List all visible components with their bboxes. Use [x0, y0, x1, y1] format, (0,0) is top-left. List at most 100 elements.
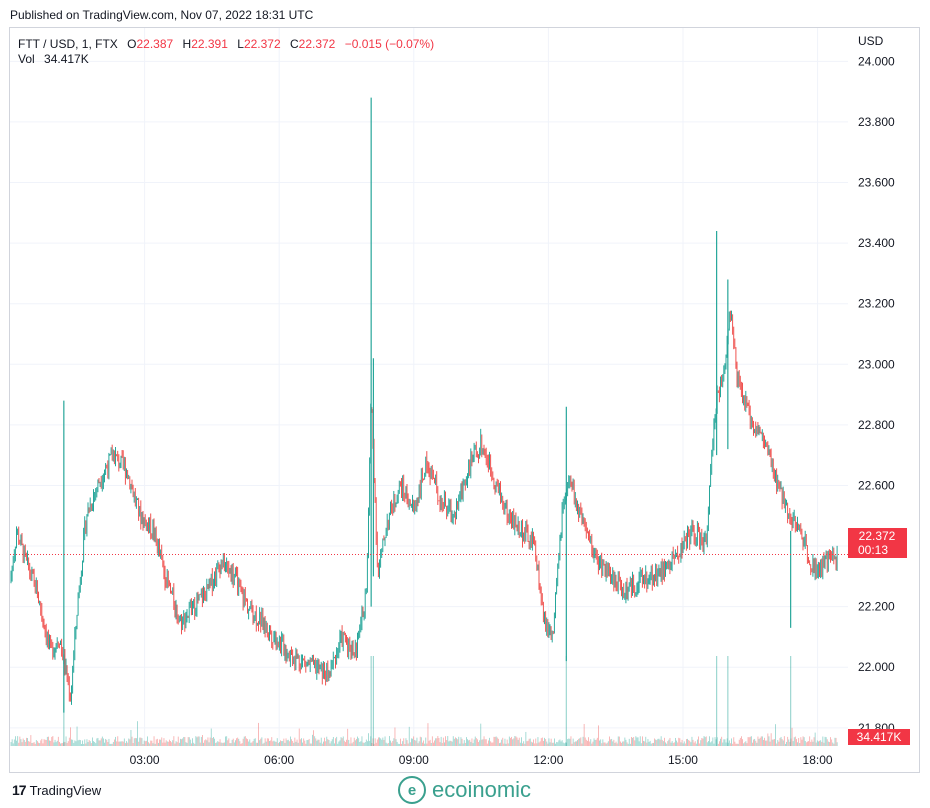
volume-bar — [382, 737, 384, 746]
tradingview-brand[interactable]: 17 TradingView — [12, 782, 101, 798]
volume-bar — [513, 738, 515, 746]
volume-bar — [819, 740, 820, 746]
price-badge-value: 22.372 — [859, 529, 896, 543]
volume-bar — [61, 743, 63, 746]
volume-bar — [771, 739, 773, 746]
volume-bar — [500, 742, 501, 746]
volume-bar — [347, 728, 349, 746]
volume-bar — [143, 740, 145, 746]
volume-bar — [166, 741, 168, 746]
volume-bar — [156, 738, 158, 746]
tradingview-label: TradingView — [29, 782, 102, 798]
volume-bar — [225, 736, 226, 746]
spike-volume-bar — [372, 656, 375, 746]
volume-bar — [681, 739, 683, 746]
volume-bar — [403, 738, 405, 746]
volume-bar — [629, 743, 631, 746]
volume-bar — [725, 742, 727, 746]
volume-bar — [654, 738, 655, 746]
volume-bar — [120, 741, 122, 746]
volume-bar — [750, 736, 752, 746]
volume-bar — [422, 742, 423, 746]
volume-bars — [10, 656, 838, 746]
volume-bar — [54, 739, 56, 746]
volume-bar — [254, 738, 256, 746]
volume-bar — [634, 740, 636, 746]
volume-bar — [369, 740, 371, 746]
volume-bar — [303, 738, 305, 746]
volume-bar — [101, 736, 103, 746]
volume-bar — [698, 736, 699, 746]
volume-bar — [18, 742, 20, 746]
volume-bar — [258, 722, 259, 746]
volume-bar — [701, 738, 703, 746]
volume-bar — [287, 739, 289, 746]
volume-bar — [393, 738, 395, 746]
volume-bar — [642, 736, 643, 746]
volume-bar — [774, 739, 775, 746]
volume-bar — [57, 736, 59, 746]
volume-bar — [473, 739, 475, 746]
volume-bar — [10, 742, 12, 746]
volume-bar — [772, 739, 774, 746]
volume-bar — [639, 736, 641, 746]
volume-bar — [148, 742, 149, 746]
volume-bar — [570, 736, 572, 746]
volume-bar — [294, 737, 296, 746]
volume-bar — [100, 738, 102, 746]
volume-bar — [617, 736, 619, 746]
volume-bar — [820, 740, 822, 746]
volume-bar — [177, 736, 179, 746]
volume-bar — [302, 742, 303, 746]
volume-bar — [282, 741, 284, 746]
volume-bar — [646, 742, 648, 746]
volume-bar — [670, 742, 672, 746]
volume-bar — [93, 741, 94, 746]
ecoinomic-logo-icon: e — [398, 776, 426, 804]
volume-bar — [523, 741, 525, 746]
volume-bar — [814, 732, 816, 746]
volume-bar — [709, 736, 710, 746]
volume-bar — [345, 742, 346, 746]
volume-bar — [450, 740, 452, 746]
volume-bar — [375, 742, 377, 746]
volume-bar — [316, 740, 318, 746]
volume-bar — [107, 742, 109, 746]
volume-bar — [721, 736, 723, 746]
ecoinomic-label: ecoinomic — [432, 777, 532, 802]
volume-bar — [88, 740, 90, 746]
volume-bar — [307, 739, 309, 746]
volume-bar — [161, 737, 163, 746]
volume-bar — [824, 736, 826, 746]
volume-bar — [437, 736, 439, 746]
volume-bar — [53, 742, 55, 746]
volume-bar — [544, 737, 545, 746]
volume-bar — [24, 741, 26, 746]
volume-bar — [787, 736, 789, 746]
volume-bar — [823, 742, 825, 746]
volume-bar — [583, 723, 585, 746]
volume-bar — [711, 741, 713, 746]
volume-bar — [688, 740, 690, 746]
volume-bar — [735, 743, 737, 746]
volume-bar — [593, 738, 595, 746]
volume-bar — [43, 739, 45, 746]
volume-bar — [533, 739, 534, 746]
volume-bar — [45, 740, 47, 746]
volume-bar — [592, 741, 594, 746]
published-caption: Published on TradingView.com, Nov 07, 20… — [10, 8, 314, 22]
symbol-label[interactable]: FTT / USD, 1, FTX — [18, 37, 118, 51]
volume-bar — [778, 741, 780, 746]
volume-bar — [230, 743, 232, 746]
volume-bar — [180, 738, 181, 746]
volume-bar — [415, 740, 417, 746]
volume-bar — [304, 740, 306, 746]
volume-bar — [699, 743, 701, 746]
volume-bar — [51, 736, 53, 746]
volume-bar — [354, 740, 356, 746]
volume-bar — [111, 743, 113, 746]
volume-bar — [357, 736, 358, 746]
currency-label: USD — [858, 34, 884, 48]
chart-frame[interactable] — [9, 27, 920, 773]
